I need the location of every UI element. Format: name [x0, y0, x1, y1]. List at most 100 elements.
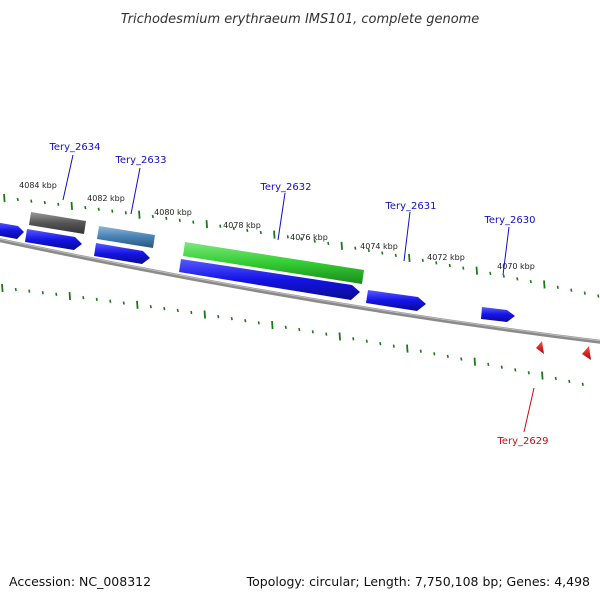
genome-backbone-highlight	[0, 238, 600, 342]
lower-major-tick	[473, 357, 476, 366]
lower-minor-tick	[325, 332, 328, 336]
kbp-label-4084: 4084 kbp	[19, 181, 57, 190]
cds-arrow-edge[interactable]	[0, 222, 24, 239]
upper-minor-tick	[502, 274, 505, 278]
gene-label-2632[interactable]: Tery_2632	[259, 182, 311, 193]
gene-label-2629[interactable]: Tery_2629	[496, 436, 548, 447]
gene-label-2634[interactable]: Tery_2634	[48, 142, 100, 153]
lower-minor-tick	[460, 357, 463, 361]
upper-minor-tick	[448, 263, 451, 268]
reverse-marker-2[interactable]	[582, 346, 591, 360]
upper-major-tick	[70, 201, 73, 210]
gene-label-2630[interactable]: Tery_2630	[483, 215, 535, 226]
lower-minor-tick	[581, 382, 584, 386]
lower-major-tick	[136, 300, 139, 309]
upper-major-tick	[138, 210, 141, 219]
leader-line-2632	[277, 192, 286, 241]
upper-minor-tick	[313, 239, 316, 243]
upper-minor-tick	[219, 224, 222, 228]
lower-minor-tick	[149, 305, 152, 309]
upper-major-tick	[408, 253, 411, 262]
feature-block-green[interactable]	[183, 242, 364, 284]
lower-minor-tick	[230, 316, 233, 321]
lower-minor-tick	[95, 297, 98, 302]
lower-minor-tick	[14, 287, 17, 292]
tick-row-upper	[3, 193, 600, 298]
lower-minor-tick	[352, 337, 355, 341]
upper-minor-tick	[178, 218, 181, 222]
lower-minor-tick	[365, 339, 368, 343]
upper-minor-tick	[286, 235, 289, 239]
lower-major-tick	[1, 283, 4, 293]
feature-block-steel[interactable]	[97, 226, 155, 248]
lower-minor-tick	[568, 379, 571, 384]
upper-major-tick	[475, 266, 478, 275]
lower-minor-tick	[163, 306, 166, 311]
kbp-label-4072: 4072 kbp	[427, 253, 465, 262]
lower-minor-tick	[487, 362, 490, 367]
accession-text: Accession: NC_008312	[9, 574, 151, 589]
upper-minor-tick	[84, 205, 87, 210]
kbp-label-4078: 4078 kbp	[223, 221, 261, 230]
leader-line-2629	[523, 387, 535, 433]
cds-arrow-2634[interactable]	[25, 229, 82, 250]
cds-arrow-2632[interactable]	[179, 259, 360, 300]
upper-minor-tick	[583, 291, 586, 295]
lower-minor-tick	[311, 330, 314, 334]
upper-minor-tick	[529, 279, 532, 284]
leader-line-2633	[130, 167, 141, 215]
reverse-marker-1[interactable]	[536, 341, 544, 354]
upper-minor-tick	[57, 202, 60, 206]
upper-major-tick	[340, 241, 343, 250]
upper-minor-tick	[151, 214, 154, 219]
cds-arrow-2630[interactable]	[481, 307, 515, 322]
lower-major-tick	[406, 344, 409, 353]
lower-minor-tick	[500, 365, 503, 369]
upper-major-tick	[3, 193, 6, 203]
lower-major-tick	[541, 371, 544, 380]
upper-minor-tick	[259, 230, 262, 235]
lower-minor-tick	[433, 352, 436, 356]
lower-major-tick	[271, 321, 274, 330]
lower-minor-tick	[82, 296, 85, 300]
leader-line-2630	[502, 226, 510, 276]
lower-minor-tick	[527, 371, 530, 375]
upper-minor-tick	[327, 241, 330, 246]
gene-label-2631[interactable]: Tery_2631	[384, 201, 436, 212]
tick-row-lower	[1, 283, 584, 386]
lower-minor-tick	[298, 327, 301, 332]
kbp-label-4076: 4076 kbp	[290, 233, 328, 242]
lower-major-tick	[68, 291, 71, 301]
kbp-label-4074: 4074 kbp	[360, 242, 398, 251]
upper-minor-tick	[192, 220, 195, 224]
lower-minor-tick	[379, 342, 382, 346]
lower-major-tick	[203, 310, 206, 319]
lower-minor-tick	[122, 301, 125, 305]
map-title: Trichodesmium erythraeum IMS101, complet…	[121, 12, 480, 27]
upper-minor-tick	[165, 216, 168, 221]
cds-arrow-2631[interactable]	[366, 290, 426, 311]
cds-arrow-2633[interactable]	[94, 243, 150, 264]
lower-major-tick	[338, 332, 341, 341]
leader-line-2631	[403, 211, 411, 262]
upper-minor-tick	[43, 200, 46, 205]
upper-minor-tick	[354, 246, 357, 250]
lower-minor-tick	[257, 321, 260, 325]
gene-label-2633[interactable]: Tery_2633	[114, 155, 166, 166]
upper-major-tick	[543, 280, 546, 289]
lower-minor-tick	[554, 376, 557, 381]
lower-minor-tick	[28, 289, 31, 293]
upper-minor-tick	[556, 285, 559, 289]
lower-minor-tick	[190, 310, 193, 315]
upper-minor-tick	[597, 294, 600, 298]
upper-minor-tick	[111, 209, 114, 213]
feature-block-gray[interactable]	[29, 212, 86, 234]
lower-minor-tick	[176, 308, 179, 313]
genome-summary-text: Topology: circular; Length: 7,750,108 bp…	[246, 574, 590, 589]
upper-minor-tick	[367, 248, 370, 253]
upper-minor-tick	[16, 197, 19, 202]
lower-minor-tick	[514, 368, 517, 372]
upper-minor-tick	[435, 261, 438, 265]
upper-minor-tick	[394, 253, 397, 258]
